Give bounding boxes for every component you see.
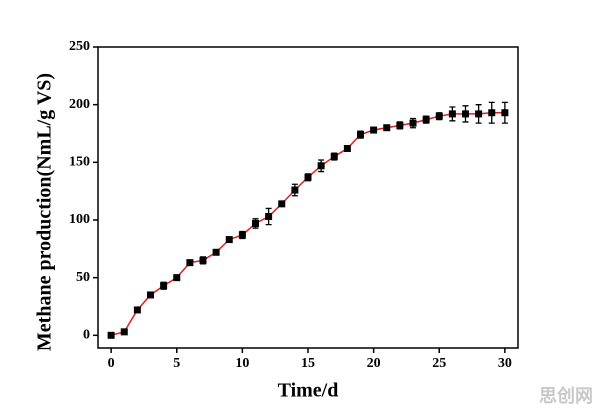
marker xyxy=(107,331,115,339)
marker xyxy=(462,110,469,118)
marker xyxy=(343,144,351,152)
marker xyxy=(212,248,220,256)
x-tick-label: 10 xyxy=(235,356,249,371)
y-tick-label: 0 xyxy=(83,328,90,343)
marker xyxy=(475,110,483,118)
marker xyxy=(120,328,128,336)
data-line xyxy=(110,111,505,337)
marker xyxy=(488,109,496,117)
marker xyxy=(448,110,456,118)
marker xyxy=(396,121,404,129)
marker xyxy=(265,213,273,221)
x-tick-label: 0 xyxy=(108,356,115,371)
marker xyxy=(330,153,338,161)
marker xyxy=(278,200,286,208)
marker xyxy=(435,112,443,120)
marker xyxy=(501,109,509,117)
x-tick-label: 20 xyxy=(367,356,381,371)
marker xyxy=(147,291,154,299)
marker xyxy=(291,186,299,194)
plot-frame xyxy=(97,46,519,349)
x-tick-label: 15 xyxy=(301,356,315,371)
marker xyxy=(409,119,417,127)
marker xyxy=(383,124,391,132)
watermark: 思创网 xyxy=(539,385,593,407)
y-tick-label: 50 xyxy=(76,270,90,285)
y-tick-label: 150 xyxy=(69,155,90,170)
y-tick-label: 100 xyxy=(69,212,90,227)
x-tick-label: 30 xyxy=(498,356,512,371)
marker xyxy=(199,256,207,264)
marker xyxy=(173,274,181,282)
x-axis-label: Time/d xyxy=(278,380,339,402)
marker xyxy=(357,131,364,139)
x-tick-label: 25 xyxy=(432,356,446,371)
marker xyxy=(304,173,312,181)
y-tick-label: 200 xyxy=(69,97,90,112)
marker xyxy=(160,282,168,290)
marker xyxy=(317,162,325,170)
marker xyxy=(252,219,259,227)
marker xyxy=(133,306,141,314)
marker xyxy=(238,231,246,239)
y-tick-label: 250 xyxy=(69,39,90,54)
x-tick-label: 5 xyxy=(173,356,180,371)
marker xyxy=(186,259,194,267)
marker xyxy=(225,236,233,244)
marker xyxy=(370,126,378,134)
y-axis-label: Methane production(NmL/g VS) xyxy=(34,73,56,351)
marker xyxy=(422,116,430,124)
